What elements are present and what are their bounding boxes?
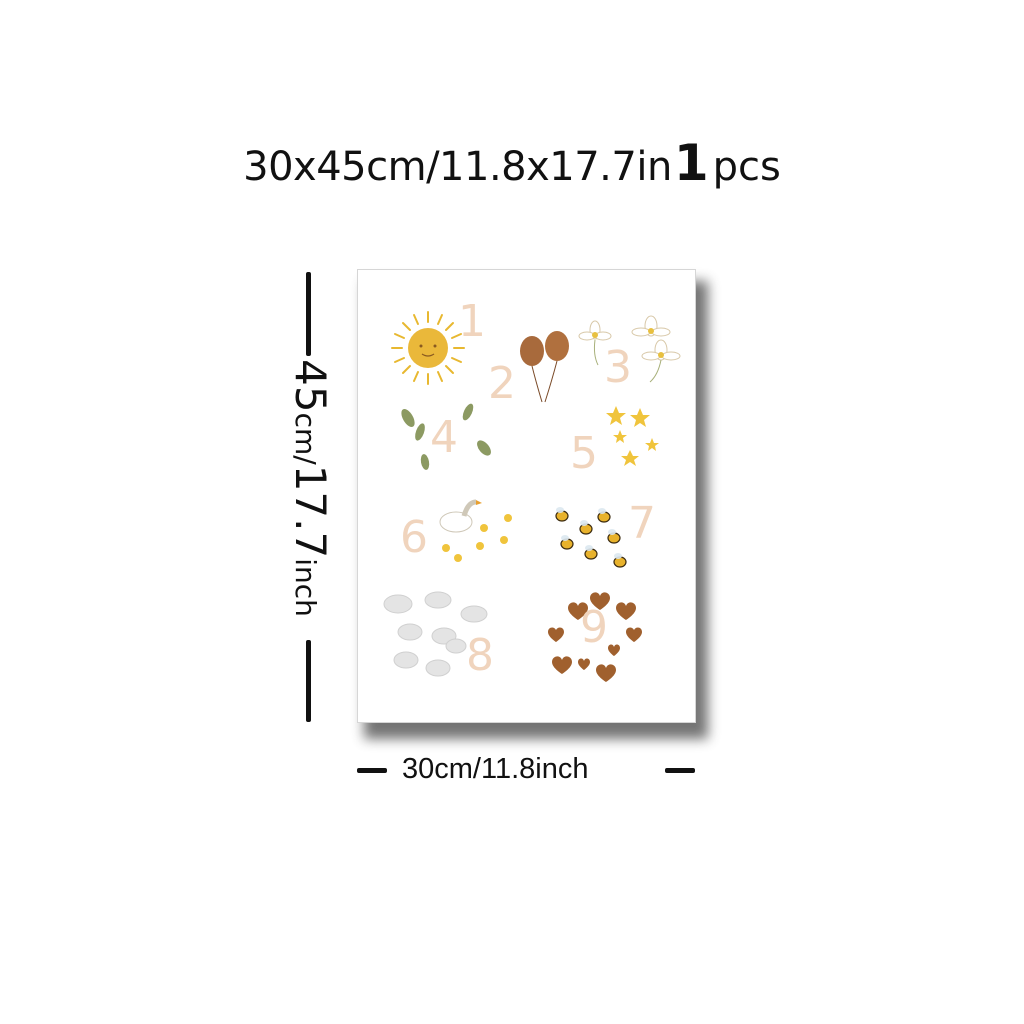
sun-illustration [391, 311, 465, 385]
hearts-illustration [548, 592, 642, 682]
width-label: 30cm/11.8inch [402, 753, 589, 785]
height-unit-inch: inch [289, 558, 322, 617]
height-dimension-line-bottom [306, 640, 311, 722]
bees-illustration [555, 507, 627, 568]
daisies-illustration [578, 315, 681, 383]
numeral-3: 3 [604, 342, 632, 393]
leaves-illustration [401, 403, 491, 470]
height-unit-cm: cm/ [289, 412, 322, 465]
numeral-4: 4 [430, 412, 458, 463]
clouds-illustration [383, 591, 488, 677]
poster-illustration: 1 2 3 [383, 296, 681, 682]
quantity-unit: pcs [712, 144, 781, 190]
height-value-inch: 17.7 [286, 464, 335, 559]
numeral-8: 8 [466, 630, 494, 681]
counting-poster: 1 2 3 [357, 269, 696, 723]
height-value-cm: 45 [286, 359, 335, 413]
quantity-number: 1 [673, 134, 709, 192]
numeral-1: 1 [458, 296, 486, 347]
numeral-2: 2 [488, 358, 516, 409]
balloons-illustration [520, 331, 569, 403]
width-dimension-line-left [357, 768, 387, 773]
size-text: 30x45cm/11.8x17.7in [243, 144, 672, 190]
product-size-title: 30x45cm/11.8x17.7in1 pcs [0, 138, 1024, 188]
numeral-9: 9 [580, 602, 608, 653]
stars-illustration [606, 406, 659, 466]
goose-and-ducklings-illustration [439, 499, 512, 562]
width-dimension-line-right [665, 768, 695, 773]
numeral-6: 6 [400, 512, 428, 563]
height-dimension-line-top [306, 272, 311, 356]
numeral-5: 5 [570, 428, 598, 479]
numeral-7: 7 [628, 498, 656, 549]
